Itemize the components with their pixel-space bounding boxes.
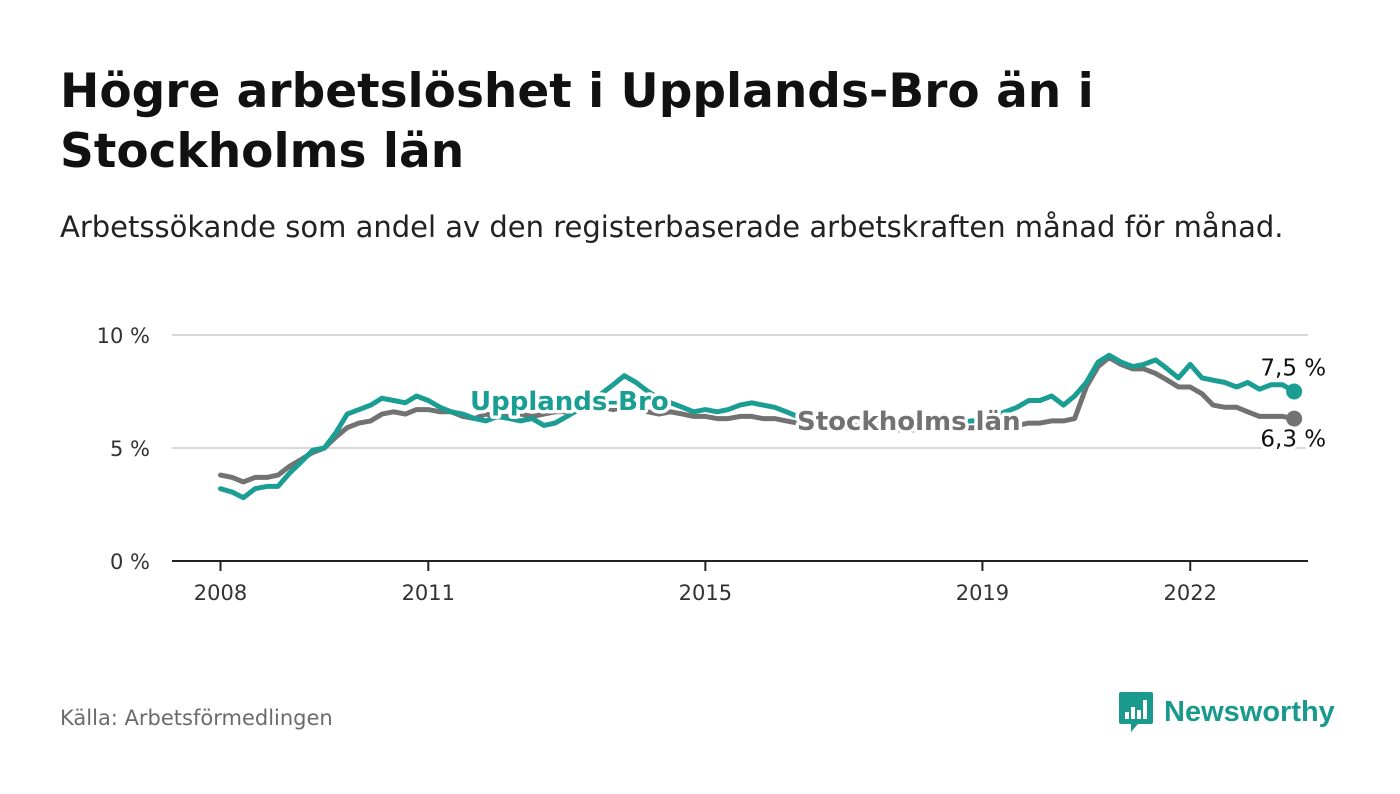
label-halo: Stockholms län xyxy=(797,407,1021,437)
x-tick-label: 2019 xyxy=(956,581,1009,605)
series-line-upplands-bro xyxy=(218,352,1297,501)
label-halo: 6,3 % xyxy=(1260,427,1326,453)
y-tick-label: 5 % xyxy=(110,437,150,461)
label-halo: Upplands-Bro xyxy=(470,387,669,417)
end-value-stockholms-lan: 6,3 % xyxy=(1260,427,1326,453)
x-tick-label: 2008 xyxy=(194,581,247,605)
y-axis-ticks: 0 % 5 % 10 % xyxy=(97,324,150,574)
line-chart: 0 % 5 % 10 % 2008 2011 2015 2019 2022 Upplands… xyxy=(97,324,1330,605)
chart-title: Högre arbetslöshet i Upplands-Bro än i S… xyxy=(60,64,1094,179)
x-tick-label: 2022 xyxy=(1164,581,1217,605)
series-end-point xyxy=(1286,383,1303,400)
series-end-point xyxy=(1286,410,1303,427)
source-note: Källa: Arbetsförmedlingen xyxy=(60,706,333,730)
gridlines xyxy=(172,334,1308,449)
label-halo: 7,5 % xyxy=(1260,356,1326,382)
brand-logo: Newsworthy xyxy=(1118,690,1335,734)
series-line-stockholms-lan xyxy=(218,355,1297,485)
series-lines xyxy=(218,352,1303,501)
x-axis-ticks: 2008 2011 2015 2019 2022 xyxy=(172,560,1308,605)
x-tick-label: 2015 xyxy=(679,581,732,605)
chart-subtitle: Arbetssökande som andel av den registerb… xyxy=(60,210,1284,244)
newsworthy-logo-icon xyxy=(1119,692,1153,732)
end-value-upplands-bro: 7,5 % xyxy=(1260,356,1326,382)
y-tick-label: 0 % xyxy=(110,550,150,574)
x-tick-label: 2011 xyxy=(402,581,455,605)
series-label-stockholms-lan: Stockholms län xyxy=(797,407,1021,437)
brand-name: Newsworthy xyxy=(1164,695,1335,728)
series-label-upplands-bro: Upplands-Bro xyxy=(470,387,669,417)
y-tick-label: 10 % xyxy=(97,324,150,348)
